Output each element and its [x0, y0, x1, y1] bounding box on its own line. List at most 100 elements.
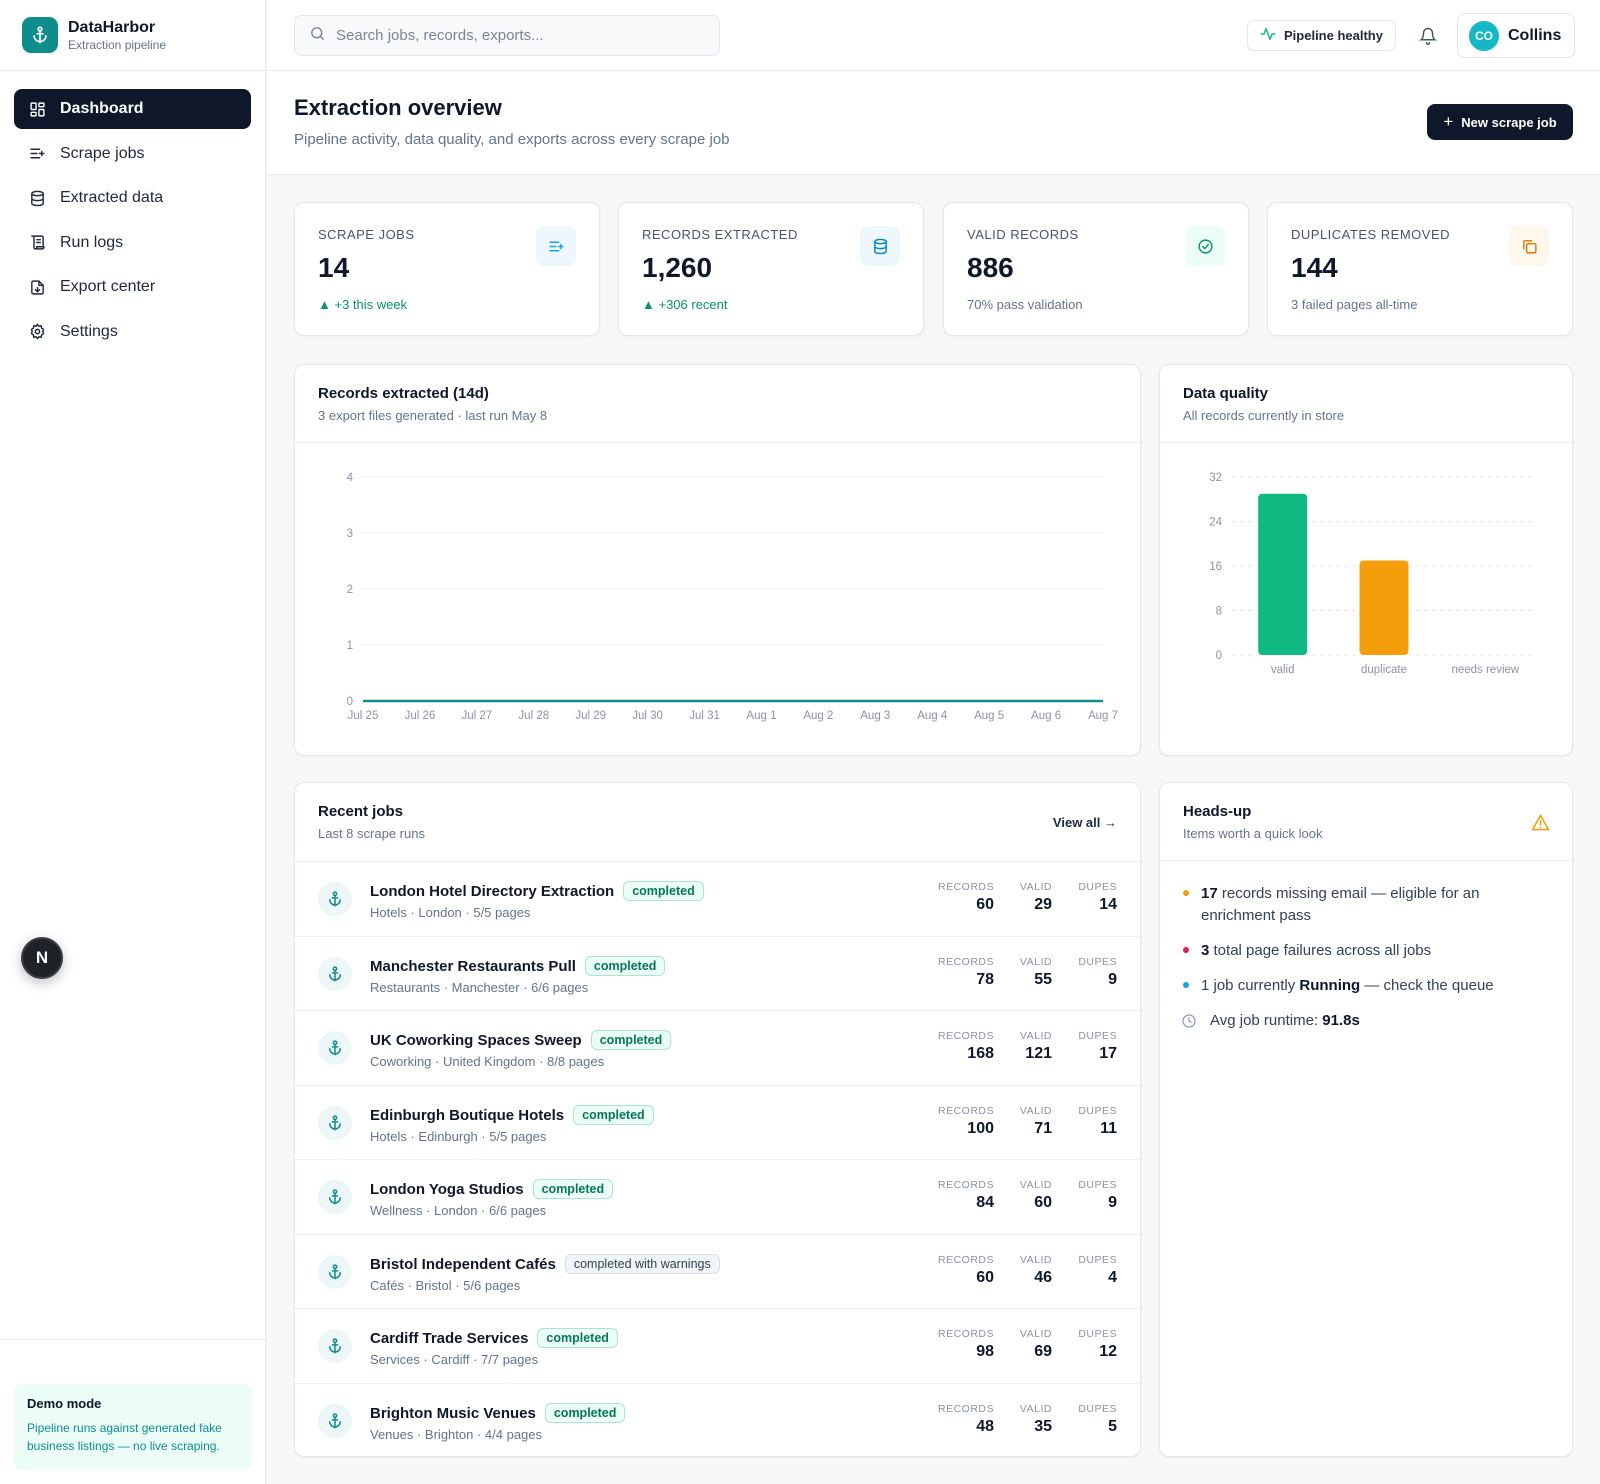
- job-row[interactable]: Brighton Music Venues completed Venues · …: [295, 1382, 1140, 1457]
- records-chart-title: Records extracted (14d): [318, 385, 489, 402]
- metric-label: VALID: [1019, 1253, 1052, 1266]
- sidebar-item-run-logs[interactable]: Run logs: [14, 223, 251, 263]
- valid-metric: VALID 46: [1020, 1254, 1052, 1287]
- metric-value: 98: [976, 1343, 994, 1360]
- job-meta: Coworking · United Kingdom · 8/8 pages: [370, 1054, 605, 1069]
- stat-card-duplicates-removed: DUPLICATES REMOVED 144 3 failed pages al…: [1267, 202, 1573, 336]
- x-tick-label: Aug 1: [746, 710, 776, 722]
- brand[interactable]: DataHarbor Extraction pipeline: [0, 0, 265, 71]
- metric-value: 100: [967, 1119, 994, 1137]
- fab-letter: N: [35, 948, 49, 967]
- search-input[interactable]: [336, 27, 706, 44]
- job-name-wrap: London Yoga Studios completed: [370, 1179, 614, 1199]
- x-tick-label: Aug 5: [974, 710, 1004, 722]
- x-tick-label: Jul 30: [632, 710, 663, 722]
- records-chart-subtitle: 3 export files generated · last run May …: [318, 408, 548, 423]
- heads-up-item: 3 total page failures across all jobs: [1181, 940, 1531, 962]
- view-all-link[interactable]: View all →: [1052, 815, 1117, 830]
- sidebar-item-label: Dashboard: [60, 100, 144, 117]
- job-meta: Hotels · London · 5/5 pages: [370, 905, 531, 920]
- logs-icon: [28, 234, 46, 252]
- metric-label: DUPES: [1078, 1104, 1117, 1117]
- job-name[interactable]: London Yoga Studios: [370, 1181, 524, 1198]
- valid-metric: VALID 35: [1020, 1403, 1052, 1436]
- database-icon: [28, 189, 46, 207]
- job-name[interactable]: Manchester Restaurants Pull: [370, 957, 576, 975]
- clock-icon: [1181, 1013, 1197, 1029]
- recent-jobs-title: Recent jobs: [318, 803, 404, 820]
- job-row[interactable]: Edinburgh Boutique Hotels completed Hotel…: [295, 1084, 1140, 1159]
- metric-value: 9: [1108, 1194, 1117, 1211]
- stat-value: 14: [318, 252, 350, 283]
- job-name-wrap: UK Coworking Spaces Sweep completed: [370, 1030, 672, 1050]
- job-name[interactable]: London Hotel Directory Extraction: [370, 883, 615, 900]
- pipeline-health-badge[interactable]: Pipeline healthy: [1247, 20, 1396, 51]
- job-name[interactable]: Brighton Music Venues: [370, 1404, 536, 1422]
- records-metric: RECORDS 78: [938, 956, 994, 989]
- job-row[interactable]: Manchester Restaurants Pull completed Res…: [295, 935, 1140, 1010]
- job-name[interactable]: UK Coworking Spaces Sweep: [370, 1032, 582, 1049]
- metric-value: 11: [1100, 1119, 1117, 1137]
- job-row[interactable]: Cardiff Trade Services completed Services…: [295, 1308, 1140, 1382]
- anchor-icon: [318, 1180, 352, 1214]
- job-name[interactable]: Bristol Independent Cafés: [370, 1255, 556, 1273]
- list-plus-icon: [536, 226, 576, 266]
- sidebar-item-label: Settings: [60, 322, 118, 340]
- job-row[interactable]: London Hotel Directory Extraction complet…: [295, 861, 1140, 935]
- y-tick-label: 24: [1209, 517, 1222, 529]
- brand-name: DataHarbor: [68, 18, 156, 36]
- anchor-icon: [318, 1254, 352, 1289]
- status-badge: completed with warnings: [564, 1253, 720, 1274]
- stat-note: 3 failed pages all-time: [1291, 297, 1418, 312]
- job-row[interactable]: Bristol Independent Cafés completed with …: [295, 1233, 1140, 1308]
- activity-icon: [1260, 26, 1276, 45]
- metric-value: 84: [976, 1194, 994, 1211]
- heads-up-card: Heads-up Items worth a quick look 17 rec…: [1159, 782, 1573, 1457]
- stat-card-scrape-jobs: SCRAPE JOBS 14 ▲ +3 this week: [294, 202, 600, 336]
- metric-label: VALID: [1019, 1328, 1052, 1340]
- valid-metric: VALID 29: [1020, 881, 1052, 914]
- job-name-wrap: Cardiff Trade Services completed: [370, 1328, 618, 1348]
- sidebar-item-scrape-jobs[interactable]: Scrape jobs: [14, 134, 251, 174]
- metric-label: RECORDS: [937, 1402, 994, 1415]
- user-menu[interactable]: CO Collins: [1457, 13, 1575, 58]
- metric-label: RECORDS: [937, 1030, 994, 1042]
- sidebar: DataHarbor Extraction pipeline Dashboard…: [0, 0, 266, 1484]
- y-tick-label: 8: [1216, 606, 1222, 618]
- sidebar-item-extracted-data[interactable]: Extracted data: [14, 178, 251, 218]
- search-box[interactable]: [294, 15, 720, 56]
- heads-up-bold: 17: [1201, 885, 1218, 902]
- floating-n-button[interactable]: N: [21, 937, 63, 979]
- sidebar-item-settings[interactable]: Settings: [14, 312, 251, 352]
- metric-value: 55: [1034, 970, 1052, 988]
- sidebar-item-dashboard[interactable]: Dashboard: [14, 89, 251, 129]
- x-tick-label: Aug 3: [860, 710, 890, 722]
- bell-icon[interactable]: [1417, 25, 1439, 47]
- status-badge: completed: [532, 1179, 614, 1199]
- job-name[interactable]: Cardiff Trade Services: [370, 1330, 529, 1347]
- bullet-dot-icon: [1183, 947, 1189, 953]
- file-download-icon: [28, 278, 46, 296]
- bar-valid: [1258, 493, 1308, 655]
- page-title: Extraction overview: [294, 95, 502, 120]
- x-tick-label: Jul 31: [689, 710, 720, 722]
- job-row[interactable]: UK Coworking Spaces Sweep completed Cowor…: [295, 1010, 1140, 1084]
- bar-duplicate: [1359, 560, 1409, 655]
- valid-metric: VALID 71: [1020, 1105, 1052, 1138]
- sidebar-item-label: Export center: [60, 278, 156, 295]
- job-row[interactable]: London Yoga Studios completed Wellness · …: [295, 1159, 1140, 1233]
- stat-value: 886: [967, 252, 1014, 283]
- demo-mode-notice: Demo mode Pipeline runs against generate…: [14, 1384, 252, 1470]
- sidebar-item-export-center[interactable]: Export center: [14, 267, 251, 307]
- anchor-icon: [318, 1403, 352, 1438]
- valid-metric: VALID 69: [1020, 1328, 1052, 1361]
- new-scrape-job-button[interactable]: + New scrape job: [1427, 104, 1573, 140]
- stat-label: SCRAPE JOBS: [318, 227, 415, 242]
- job-name[interactable]: Edinburgh Boutique Hotels: [370, 1106, 565, 1124]
- stat-note: 70% pass validation: [967, 297, 1083, 312]
- anchor-logo-icon: [22, 17, 58, 53]
- metric-label: RECORDS: [937, 955, 994, 968]
- records-chart-card: Records extracted (14d) 3 export files g…: [294, 364, 1141, 756]
- anchor-icon: [318, 1105, 352, 1140]
- avatar: CO: [1469, 20, 1499, 51]
